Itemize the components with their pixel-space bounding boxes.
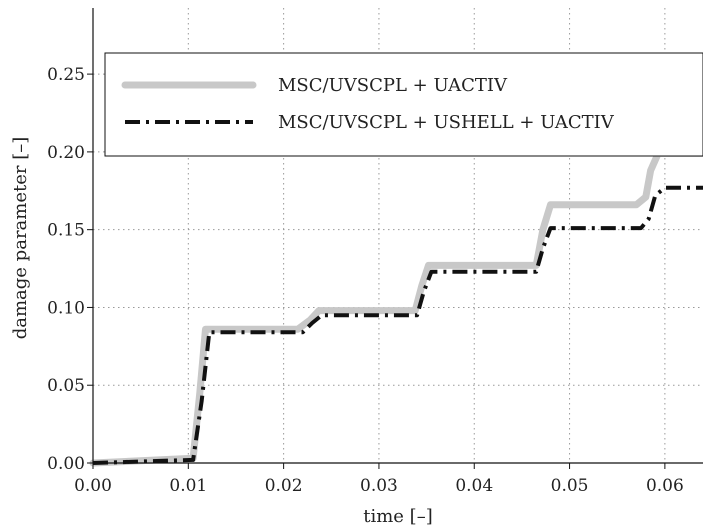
tick-labels: 0.00 0.01 0.02 0.03 0.04 0.05 0.06 0.00 0.05 0.10… (47, 65, 684, 496)
y-tick-label: 0.00 (47, 454, 85, 474)
x-tick-label: 0.01 (169, 476, 207, 496)
y-tick-label: 0.05 (47, 376, 85, 396)
y-tick-label: 0.10 (47, 298, 85, 318)
y-tick-label: 0.20 (47, 143, 85, 163)
x-axis-label: time [–] (363, 506, 432, 527)
legend-label: MSC/UVSCPL + UACTIV (278, 75, 508, 96)
x-tick-label: 0.00 (74, 476, 112, 496)
legend-label: MSC/UVSCPL + USHELL + UACTIV (278, 112, 615, 133)
legend-box (104, 52, 703, 157)
x-tick-label: 0.03 (360, 476, 398, 496)
y-tick-label: 0.25 (47, 65, 85, 85)
y-axis-label: damage parameter [–] (10, 137, 31, 340)
x-tick-label: 0.02 (265, 476, 303, 496)
series-layer (89, 149, 703, 467)
axes (87, 8, 703, 469)
y-tick-label: 0.15 (47, 221, 85, 241)
legend: MSC/UVSCPL + UACTIV MSC/UVSCPL + USHELL +… (104, 52, 703, 157)
series-line-uvscpl-uactiv (89, 149, 703, 467)
x-tick-label: 0.04 (455, 476, 493, 496)
series-line-uvscpl-ushell-uactiv (92, 185, 703, 465)
x-tick-label: 0.05 (551, 476, 589, 496)
x-tick-label: 0.06 (646, 476, 684, 496)
